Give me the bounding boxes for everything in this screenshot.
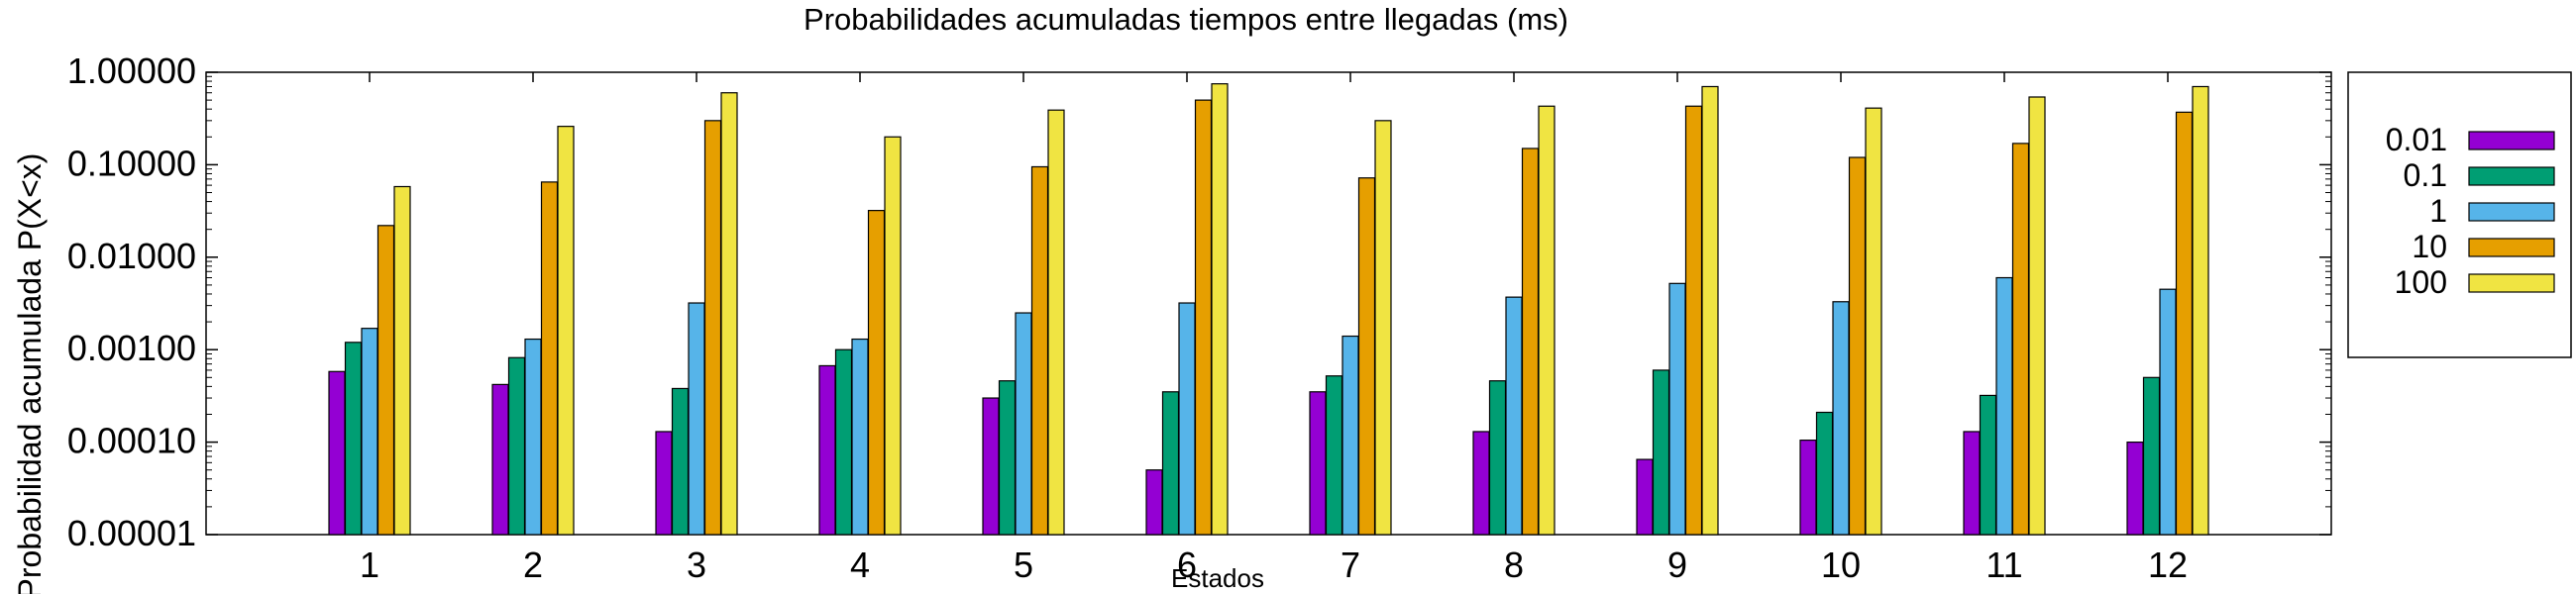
bar — [655, 431, 673, 536]
bar — [671, 387, 690, 536]
bar — [2126, 442, 2144, 536]
bar — [1636, 458, 1654, 536]
legend-label: 100 — [2395, 264, 2447, 300]
y-tick-label: 1.00000 — [67, 50, 196, 91]
bar — [507, 356, 526, 536]
x-tick-label: 7 — [1341, 544, 1360, 585]
bar — [328, 370, 346, 536]
bar — [1472, 431, 1490, 536]
bar — [1325, 375, 1343, 536]
x-tick-label: 12 — [2148, 544, 2188, 585]
bar — [1701, 85, 1719, 536]
bar — [1538, 105, 1556, 536]
bar — [1832, 301, 1850, 536]
chart-title: Probabilidades acumuladas tiempos entre … — [804, 2, 1568, 37]
bar — [1963, 431, 1981, 536]
y-tick-label: 0.00010 — [67, 421, 196, 461]
y-tick-label: 0.00100 — [67, 328, 196, 368]
bar — [1030, 165, 1049, 536]
bar — [524, 338, 542, 536]
bar — [867, 210, 886, 536]
y-tick-label: 0.00001 — [67, 513, 196, 553]
bar — [1865, 107, 1882, 536]
legend-swatch — [2468, 131, 2555, 150]
bar — [1015, 312, 1032, 536]
bar — [1505, 296, 1523, 536]
legend-swatch — [2468, 166, 2555, 186]
x-tick-label: 6 — [1177, 544, 1197, 585]
legend-label: 0.1 — [2404, 157, 2447, 193]
bar — [2192, 85, 2209, 536]
bar — [2175, 111, 2194, 536]
bar — [1178, 302, 1196, 536]
bar — [1047, 109, 1065, 536]
x-tick-label: 2 — [523, 544, 543, 585]
legend-label: 0.01 — [2386, 122, 2447, 157]
legend-label: 10 — [2412, 229, 2447, 264]
bar — [688, 302, 705, 536]
bar — [884, 136, 902, 536]
x-tick-label: 1 — [360, 544, 379, 585]
x-axis-label: Estados — [1171, 563, 1264, 593]
bar — [376, 225, 395, 536]
plot-area: 0.00001 0.00010 0.00100 0.01000 0.10000 1.000… — [67, 50, 2332, 585]
bar — [1652, 369, 1670, 536]
x-tick-label: 10 — [1821, 544, 1861, 585]
bar — [703, 120, 722, 536]
legend-label: 1 — [2429, 193, 2447, 229]
bar — [998, 380, 1017, 536]
bar — [720, 92, 738, 536]
legend-swatch — [2468, 273, 2555, 293]
legend-swatch — [2468, 202, 2555, 222]
bar — [2028, 96, 2046, 536]
bar — [344, 342, 363, 536]
bar — [2159, 288, 2177, 536]
bar — [1799, 440, 1817, 536]
x-tick-label: 4 — [850, 544, 870, 585]
bar — [2011, 143, 2030, 536]
bar — [982, 397, 1000, 536]
bar — [1211, 83, 1229, 536]
bar — [1684, 105, 1703, 536]
bar — [851, 338, 869, 536]
plot-frame — [205, 71, 2332, 536]
bar — [1995, 276, 2013, 536]
bar — [818, 364, 836, 536]
bar — [1374, 120, 1392, 536]
bar — [361, 328, 378, 536]
bar — [1848, 156, 1867, 536]
bar — [1309, 391, 1327, 536]
y-tick-label: 0.10000 — [67, 143, 196, 183]
y-tick-label: 0.01000 — [67, 236, 196, 276]
x-tick-label: 8 — [1504, 544, 1524, 585]
x-tick-label: 3 — [687, 544, 706, 585]
bar — [1357, 177, 1376, 536]
bar — [393, 185, 411, 536]
x-tick-label: 5 — [1014, 544, 1033, 585]
bar — [2142, 376, 2161, 536]
bar — [1145, 469, 1163, 536]
bar — [1194, 99, 1213, 536]
x-tick-label: 9 — [1667, 544, 1687, 585]
bar — [491, 383, 509, 536]
bar — [834, 348, 853, 536]
bar — [1979, 394, 1997, 536]
bar — [557, 126, 575, 536]
bar — [1488, 380, 1507, 536]
bar — [540, 181, 559, 536]
bar — [1342, 335, 1359, 536]
bar — [1815, 411, 1834, 536]
y-axis-label: Probabilidad acumulada P(X<x) — [12, 153, 48, 594]
bar — [1161, 391, 1180, 536]
bar — [1521, 148, 1540, 536]
x-tick-label: 11 — [1986, 544, 2022, 585]
legend-swatch — [2468, 238, 2555, 257]
bar — [1668, 282, 1686, 536]
